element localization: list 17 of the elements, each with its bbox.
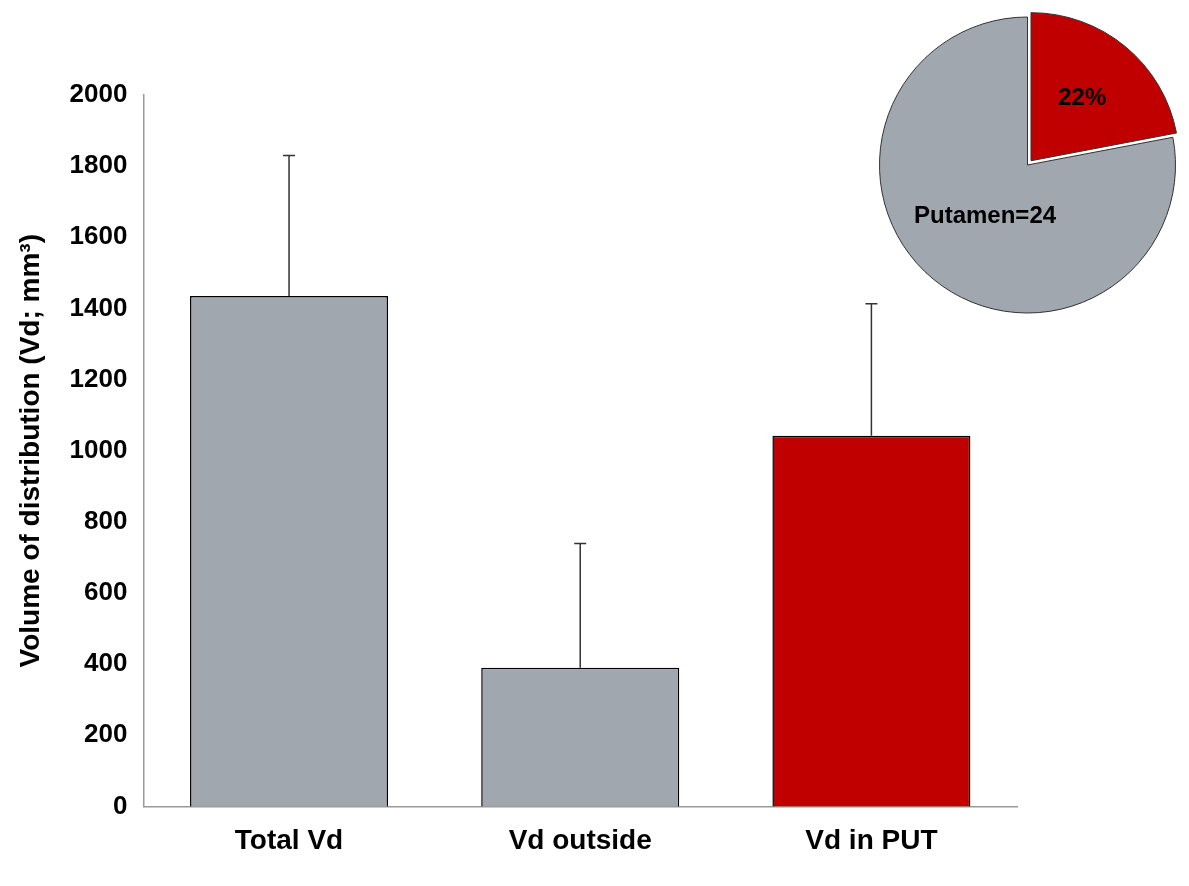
- slice-label: Putamen=24: [914, 200, 1057, 228]
- y-tick-label: 200: [84, 718, 128, 749]
- y-tick-label: 1400: [69, 291, 128, 322]
- x-tick-label: Total Vd: [234, 823, 344, 855]
- x-tick-label: Vd outside: [508, 823, 652, 855]
- x-tick-label: Vd in PUT: [805, 823, 938, 855]
- y-tick-label: 1200: [69, 362, 128, 393]
- y-axis-title: Volume of distribution (Vd; mm³): [13, 233, 45, 668]
- y-tick-label: 600: [84, 576, 128, 607]
- y-tick-label: 400: [84, 647, 128, 678]
- data-label: 22%: [1058, 83, 1107, 111]
- y-tick-label: 2000: [69, 78, 128, 109]
- y-tick-label: 1800: [69, 149, 128, 180]
- y-tick-label: 0: [112, 789, 128, 820]
- y-tick-label: 1000: [69, 433, 128, 464]
- y-tick-label: 1600: [69, 220, 128, 251]
- y-tick-label: 800: [84, 505, 128, 536]
